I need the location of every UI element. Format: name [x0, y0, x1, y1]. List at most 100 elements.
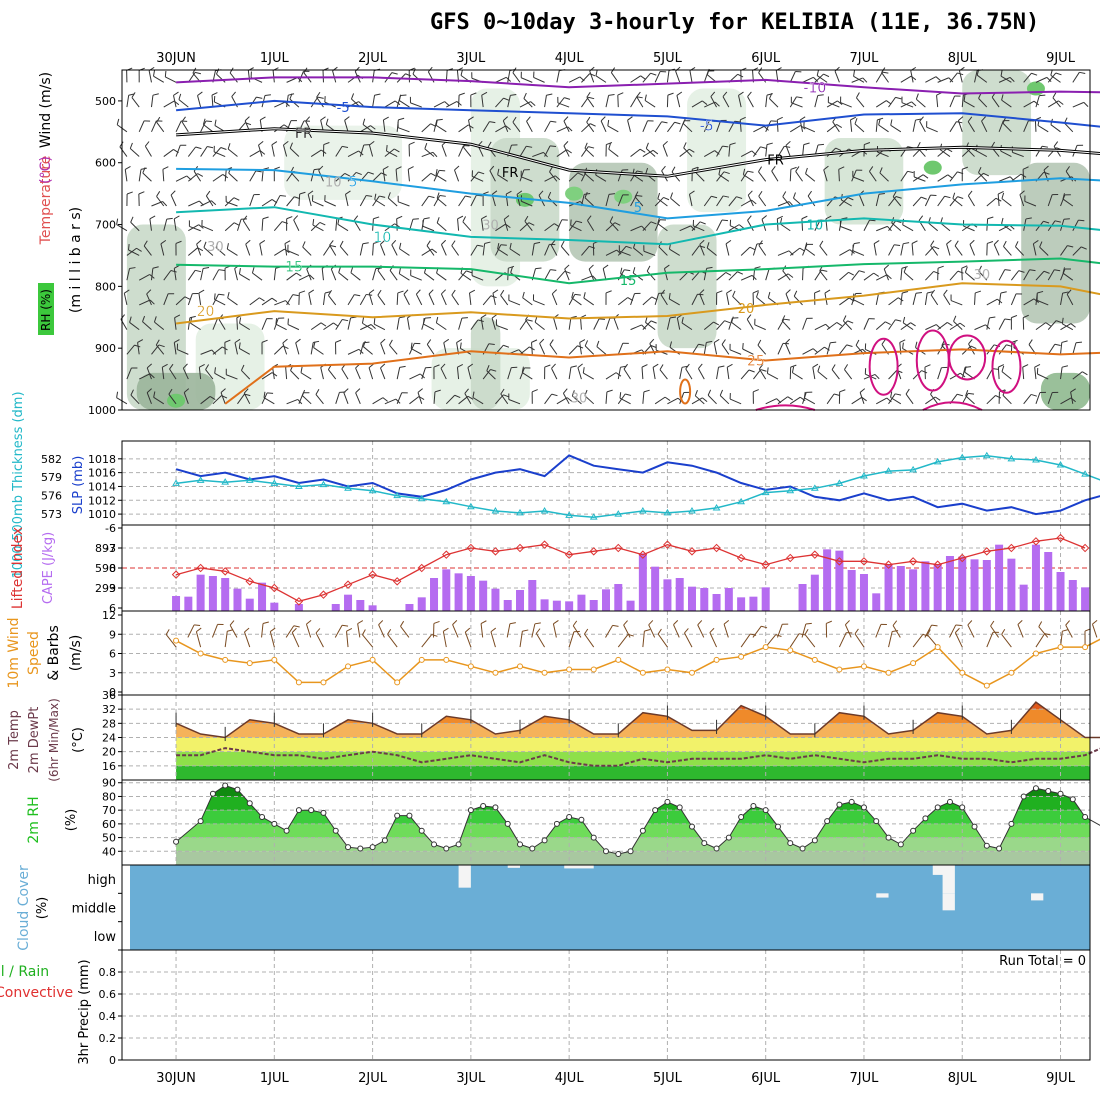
wind-barb-flag: [125, 166, 131, 170]
wind-barb: [350, 272, 361, 281]
wind-barb-flag: [564, 97, 571, 100]
wind-barb: [1050, 74, 1061, 83]
y-tick-label: 600: [95, 157, 116, 170]
wind-barb: [168, 393, 177, 405]
wind-barb: [258, 144, 263, 157]
wind-barb-flag: [454, 394, 461, 399]
wind-barb-flag: [174, 339, 180, 343]
wind-barb-flag: [563, 141, 569, 147]
y-tick-label: 60: [102, 818, 116, 831]
wind-barb-flag: [335, 339, 342, 343]
wind-barb-flag: [957, 270, 964, 274]
wind-barb-flag: [146, 289, 152, 295]
wind-barb-flag: [636, 96, 643, 99]
wind-barb-flag: [344, 172, 351, 177]
wind-barb: [740, 369, 750, 380]
wind-barb-flag: [319, 221, 326, 226]
wind-barb: [817, 371, 828, 380]
wind-barb: [1047, 344, 1056, 355]
wind-barb: [355, 392, 361, 405]
wind-barb-flag: [317, 96, 324, 99]
thickness-marker: [909, 465, 917, 473]
wind-barb-flag: [646, 265, 651, 272]
wind-barb-flag: [560, 240, 565, 247]
wind-barb-flag: [1001, 217, 1004, 224]
cape-bar: [196, 574, 205, 611]
cape-bar: [675, 578, 684, 611]
wind-speed-marker: [959, 669, 966, 676]
wind-barb-flag: [892, 630, 899, 632]
wind-barb: [368, 293, 374, 306]
wind-barb: [454, 169, 460, 182]
wind-barb: [520, 176, 533, 182]
wind-barb-flag: [400, 620, 405, 627]
wind-barb: [1012, 151, 1024, 158]
wind-barb-flag: [244, 116, 250, 122]
wind-barb: [424, 148, 435, 157]
wind-barb: [491, 317, 496, 330]
wind-barb-flag: [197, 91, 203, 96]
cape-bar: [368, 605, 377, 611]
upper-air-panel: 5006007008009001000-10-5FR510152025-5FRF…: [38, 66, 1100, 417]
wind-barb: [949, 372, 961, 380]
wind-barb: [551, 368, 558, 380]
wind-barb-flag: [600, 116, 606, 122]
wind-barb: [1023, 269, 1030, 281]
wind-barb-flag: [903, 266, 907, 273]
wind-barb: [1039, 246, 1049, 256]
wind-barb-flag: [657, 192, 661, 199]
wind-barb: [359, 195, 367, 207]
lifted-index-marker: [835, 557, 844, 566]
wind-barb: [816, 75, 828, 83]
wind-barb: [347, 74, 359, 83]
wind-barb: [740, 246, 751, 256]
cape-bar: [184, 596, 193, 611]
wind-barb-flag: [497, 242, 500, 250]
wind-barb-flag: [953, 315, 957, 322]
wind-barb: [153, 396, 165, 405]
wind-barb-flag: [754, 266, 761, 269]
wind-barb: [389, 344, 398, 355]
wind-barb: [130, 394, 140, 405]
wind-barb: [925, 324, 937, 331]
lifted-index-marker: [687, 547, 697, 556]
wind-barb-flag: [1011, 314, 1018, 319]
wind-barb: [188, 247, 198, 256]
contour-label: -10: [803, 80, 826, 96]
wind-barb-flag: [170, 270, 177, 273]
wind-barb-flag: [215, 241, 219, 248]
rh-marker: [959, 804, 966, 811]
wind-barb: [372, 268, 377, 281]
wind-barb-flag: [457, 215, 464, 220]
wind-barb-flag: [399, 242, 402, 249]
wind-barb: [1070, 391, 1074, 404]
wind-barb: [175, 296, 186, 306]
wind-barb: [436, 272, 447, 281]
thickness-marker: [540, 507, 549, 514]
wind-barb-flag: [886, 274, 892, 280]
wind-barb: [876, 274, 888, 281]
wind-barb: [406, 317, 410, 330]
wind-barb-flag: [368, 289, 375, 294]
wind-barb-flag: [598, 318, 606, 320]
wind-barb-flag: [563, 388, 568, 394]
wind-barb-flag: [756, 291, 759, 298]
wind-barb: [470, 245, 478, 256]
wind-barb-flag: [1082, 371, 1088, 376]
wind-barb: [963, 100, 975, 108]
wind-barb: [728, 271, 738, 281]
wind-barb: [200, 268, 204, 281]
wind-barb-flag: [490, 369, 497, 372]
wind-barb: [900, 75, 912, 83]
wind-barb: [544, 95, 547, 108]
wind-barb: [967, 624, 975, 638]
wind-barb-flag: [608, 193, 616, 195]
wind-barb: [1060, 245, 1068, 256]
wind-barb: [697, 624, 705, 638]
wind-barb-flag: [535, 628, 541, 634]
wind-barb-flag: [1019, 190, 1025, 195]
wind-barb: [807, 195, 816, 207]
wind-barb-flag: [233, 197, 240, 201]
wind-barb-flag: [623, 363, 628, 370]
wind-barb-flag: [752, 290, 759, 294]
